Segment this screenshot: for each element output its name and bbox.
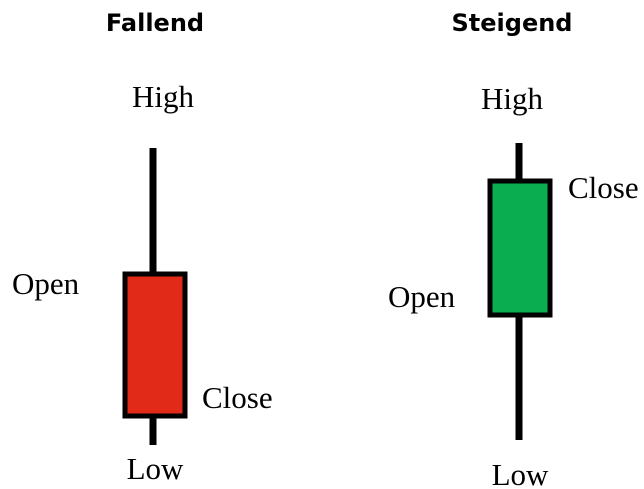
open-label: Open (388, 279, 456, 314)
body (487, 178, 553, 318)
candle-title: Steigend (452, 9, 573, 37)
high-label: High (132, 79, 195, 114)
open-label: Open (12, 266, 80, 301)
body (122, 271, 188, 419)
candle-title: Fallend (106, 9, 204, 37)
close-label: Close (202, 380, 273, 415)
rising-candle: Steigend High Close Open Low (388, 9, 639, 489)
falling-candle: Fallend High Open Close Low (12, 9, 273, 486)
low-label: Low (127, 451, 184, 486)
close-label: Close (568, 170, 639, 205)
high-label: High (481, 81, 544, 116)
low-label: Low (492, 457, 549, 489)
